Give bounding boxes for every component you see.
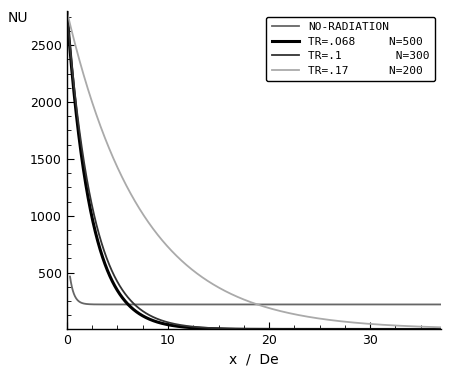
TR=.O68     N=500 [342, 327, 348, 332]
TR=.17      N=200 [307, 315, 312, 319]
TR=.O68     N=500 [64, 9, 69, 14]
TR=.1        N=300 [437, 327, 442, 332]
TR=.O68     N=500 [437, 327, 442, 332]
TR=.1        N=300 [288, 327, 293, 332]
TR=.O68     N=500 [371, 327, 376, 332]
TR=.1        N=300 [207, 326, 212, 330]
TR=.17      N=200 [437, 325, 442, 330]
Line: TR=.17      N=200: TR=.17 N=200 [67, 11, 440, 327]
NO-RADIATION [437, 302, 442, 307]
TR=.O68     N=500 [207, 326, 212, 331]
NO-RADIATION [371, 302, 376, 307]
TR=.17      N=200 [288, 311, 293, 316]
Line: TR=.1        N=300: TR=.1 N=300 [67, 11, 440, 330]
NO-RADIATION [307, 302, 312, 307]
TR=.1        N=300 [132, 302, 137, 307]
TR=.1        N=300 [307, 327, 312, 332]
NO-RADIATION [342, 302, 348, 307]
NO-RADIATION [207, 302, 212, 307]
Y-axis label: NU: NU [8, 11, 28, 25]
TR=.17      N=200 [132, 199, 137, 203]
NO-RADIATION [132, 302, 137, 307]
TR=.O68     N=500 [307, 327, 312, 332]
TR=.1        N=300 [342, 327, 348, 332]
Legend: NO-RADIATION, TR=.O68     N=500, TR=.1        N=300, TR=.17      N=200: NO-RADIATION, TR=.O68 N=500, TR=.1 N=300… [266, 17, 434, 81]
TR=.17      N=200 [371, 322, 376, 327]
X-axis label: x  /  De: x / De [229, 353, 278, 367]
TR=.17      N=200 [207, 280, 212, 285]
NO-RADIATION [288, 302, 293, 307]
TR=.1        N=300 [64, 9, 69, 14]
Line: NO-RADIATION: NO-RADIATION [70, 276, 440, 304]
TR=.O68     N=500 [132, 308, 137, 313]
TR=.O68     N=500 [288, 327, 293, 332]
TR=.17      N=200 [342, 319, 348, 324]
Line: TR=.O68     N=500: TR=.O68 N=500 [67, 11, 440, 330]
TR=.17      N=200 [64, 9, 69, 14]
TR=.1        N=300 [371, 327, 376, 332]
